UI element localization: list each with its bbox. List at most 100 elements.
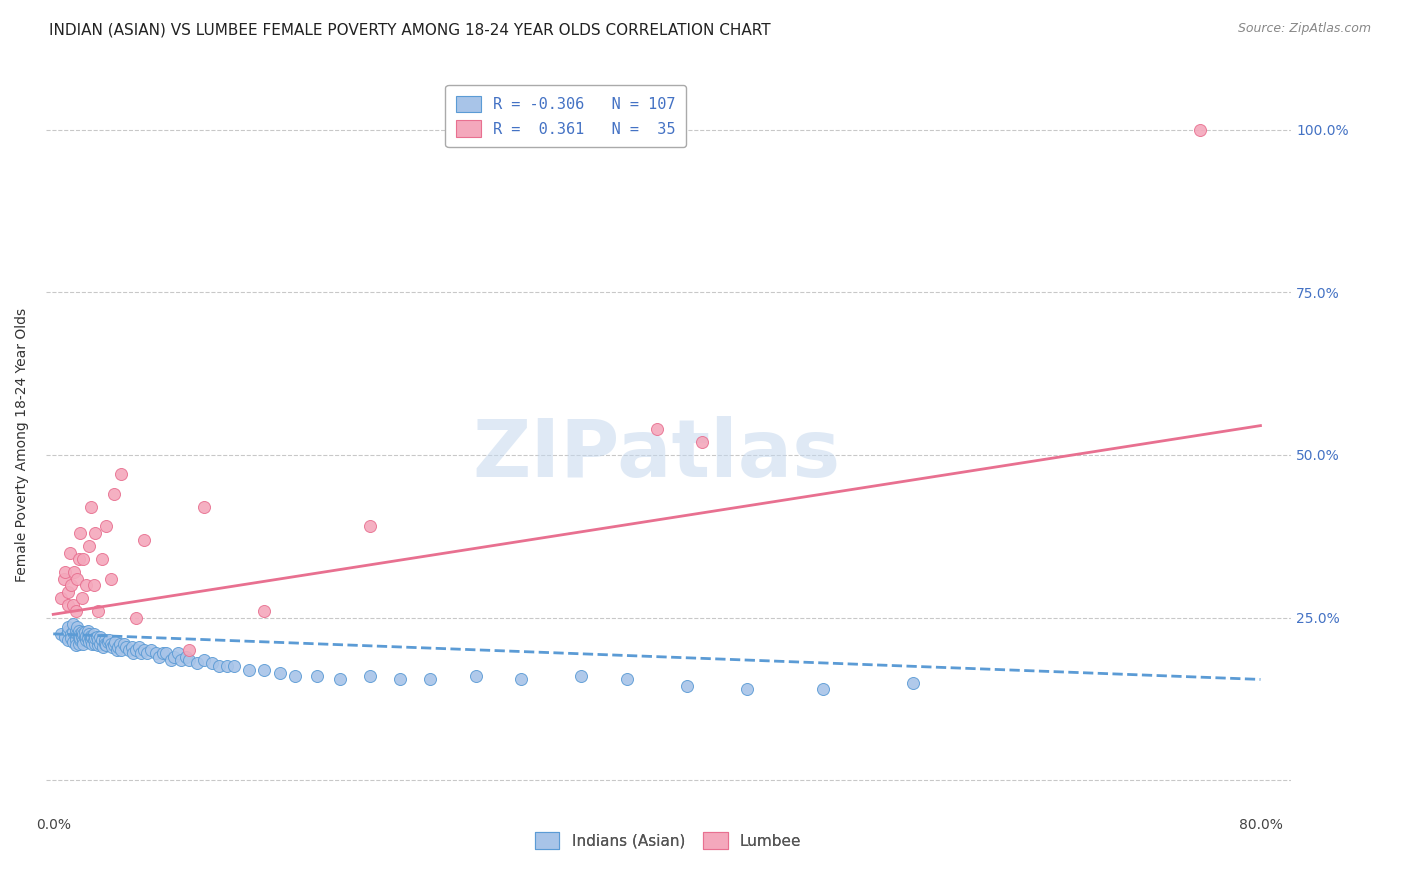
Y-axis label: Female Poverty Among 18-24 Year Olds: Female Poverty Among 18-24 Year Olds [15,308,30,582]
Point [125,610,148,624]
Point [66,620,89,634]
Point [73,624,96,639]
Point [65,630,87,644]
Point [94,519,117,533]
Point [100,637,122,651]
Point [89,637,111,651]
Point [62,617,84,632]
Point [77,624,100,638]
Point [253,663,276,677]
Point [132,533,155,547]
Point [100,572,122,586]
Legend: Indians (Asian), Lumbee: Indians (Asian), Lumbee [527,825,808,856]
Point [65,604,87,618]
Point [84,637,107,651]
Point [69,526,91,541]
Point [464,669,486,683]
Point [60,627,83,641]
Point [645,422,668,436]
Point [58,620,80,634]
Point [129,647,152,661]
Point [128,640,150,654]
Point [135,647,157,661]
Point [83,627,105,641]
Point [510,673,533,687]
Point [73,630,96,644]
Point [177,653,200,667]
Point [103,638,125,652]
Point [571,669,593,683]
Point [174,649,197,664]
Point [160,653,183,667]
Point [91,640,114,654]
Point [58,633,80,648]
Point [419,673,441,687]
Point [114,640,136,654]
Point [87,638,110,652]
Point [69,632,91,646]
Point [193,500,215,514]
Point [104,635,127,649]
Point [75,629,97,643]
Point [208,659,231,673]
Point [737,682,759,697]
Point [89,630,111,644]
Point [903,675,925,690]
Point [67,637,90,651]
Point [110,643,132,657]
Point [84,526,107,541]
Point [105,643,128,657]
Point [167,647,190,661]
Point [284,669,307,683]
Point [616,673,638,687]
Point [108,637,131,651]
Point [72,633,94,648]
Point [103,487,125,501]
Text: Source: ZipAtlas.com: Source: ZipAtlas.com [1237,22,1371,36]
Point [155,647,177,661]
Point [690,434,713,449]
Point [49,627,72,641]
Point [329,673,352,687]
Point [132,643,155,657]
Point [152,647,174,661]
Point [58,598,80,612]
Point [79,627,101,641]
Point [63,565,86,579]
Point [83,633,105,648]
Point [118,643,141,657]
Point [79,635,101,649]
Point [83,578,105,592]
Point [238,663,260,677]
Point [72,627,94,641]
Point [121,640,143,654]
Point [96,635,118,649]
Point [201,656,224,670]
Point [60,632,83,646]
Point [53,565,76,579]
Point [82,637,104,651]
Point [193,653,215,667]
Point [66,572,89,586]
Point [87,633,110,648]
Point [253,604,276,618]
Point [80,633,103,648]
Point [90,552,112,566]
Point [77,632,100,646]
Point [148,649,170,664]
Point [65,633,87,648]
Point [93,637,115,651]
Point [72,552,94,566]
Point [65,624,87,638]
Point [49,591,72,605]
Point [70,624,93,639]
Point [269,665,291,680]
Point [122,647,145,661]
Point [101,640,124,654]
Point [110,467,132,482]
Point [86,630,108,644]
Point [107,640,129,654]
Point [307,669,329,683]
Point [69,633,91,648]
Point [98,633,121,648]
